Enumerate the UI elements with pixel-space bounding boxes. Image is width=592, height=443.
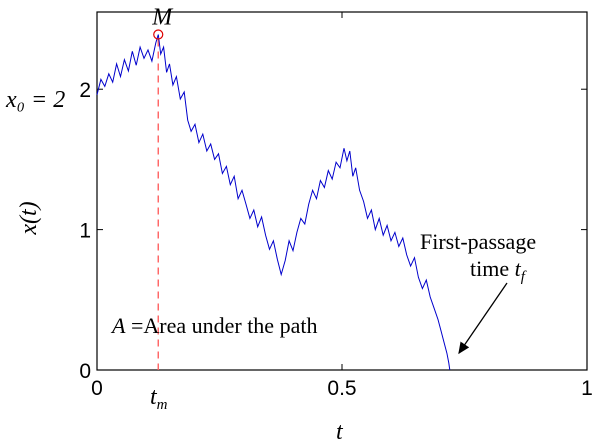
y-tick-label: 1 <box>79 220 91 243</box>
fpt-arrow <box>458 282 508 355</box>
x-axis-label: t <box>336 419 344 443</box>
y-tick-label: 0 <box>79 360 91 383</box>
series-line-path <box>96 34 451 371</box>
y-tick-label: 2 <box>79 79 91 102</box>
y-axis-label: x(t) <box>16 201 42 235</box>
fpt-label-line1: First-passage <box>420 229 536 254</box>
axis-ticks: 0 0.5 1 0 1 2 <box>79 12 592 400</box>
maximum-marker <box>153 29 164 40</box>
x-tick-label: 1 <box>581 377 592 400</box>
max-label: M <box>151 4 174 30</box>
area-label: A =Area under the path <box>110 313 317 338</box>
x0-label: x₀ = 2 <box>5 87 65 113</box>
fpt-label-line2: time tf <box>470 256 527 285</box>
x-tick-label: 0 <box>91 377 103 400</box>
x-tick-label: 0.5 <box>327 377 356 400</box>
tm-label: tm <box>150 384 168 413</box>
